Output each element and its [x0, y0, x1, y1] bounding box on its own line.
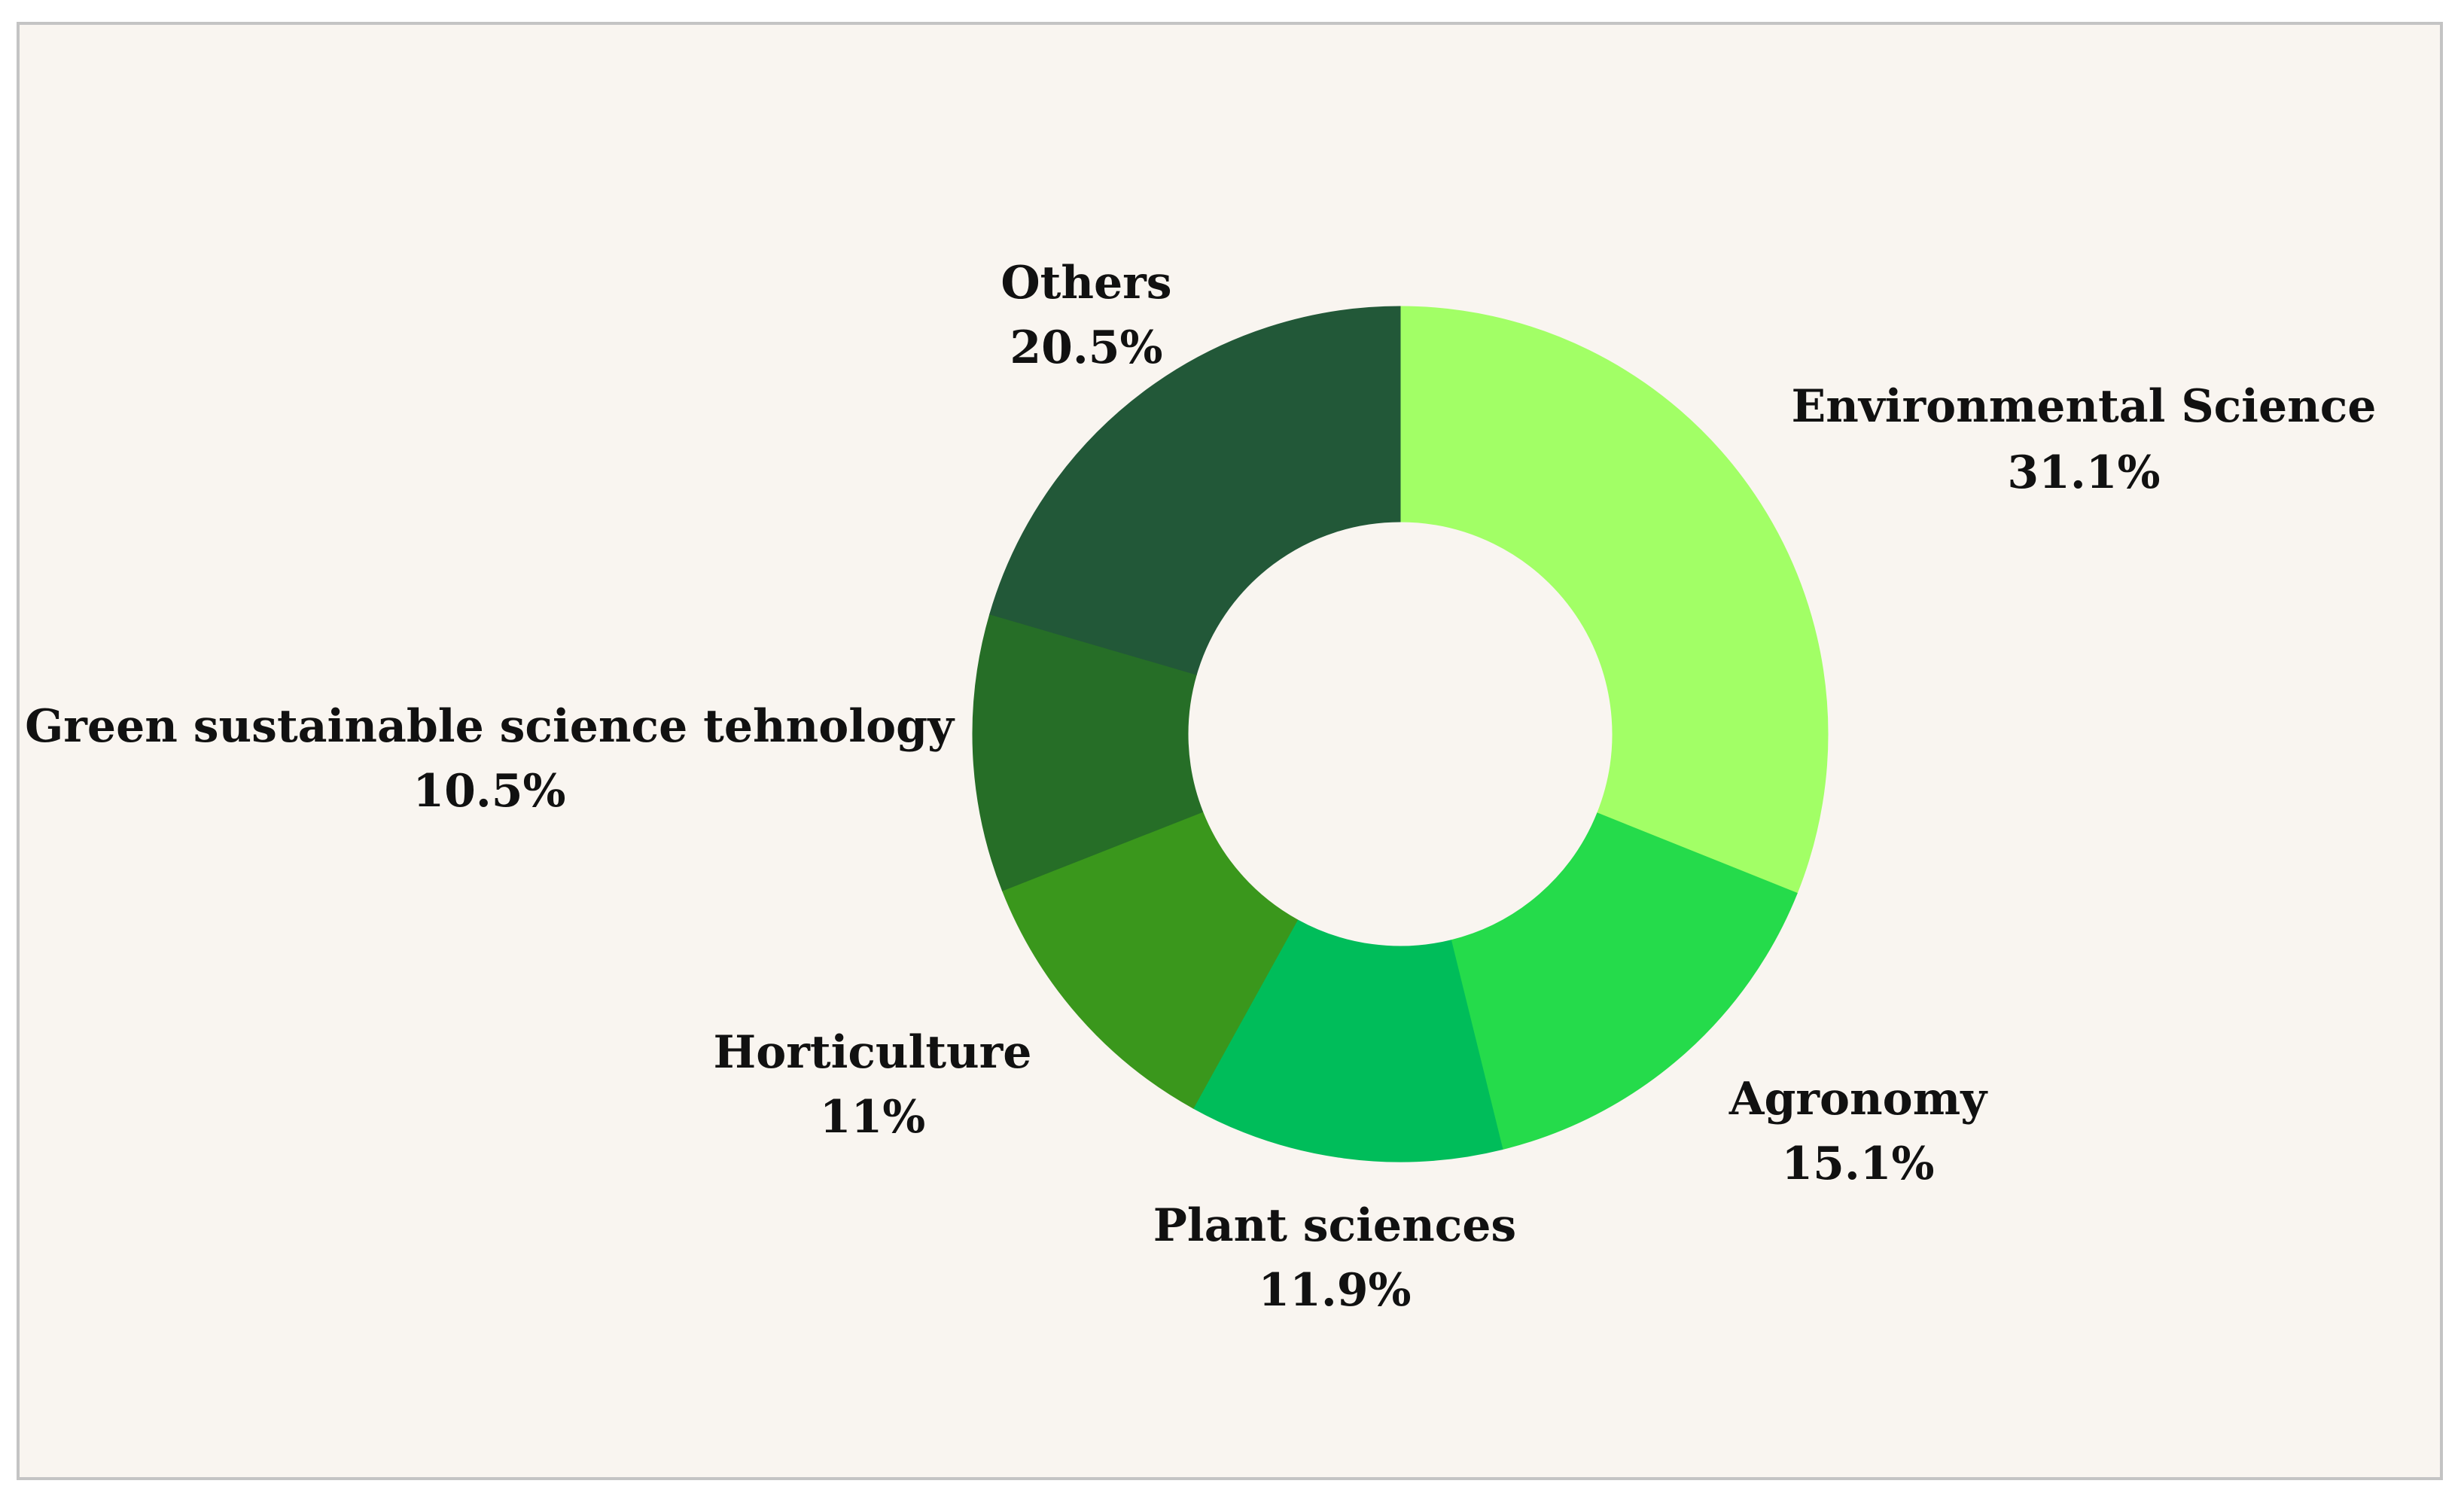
slice-value-agronomy: 15.1%	[1781, 1138, 1934, 1190]
slice-horticulture	[1001, 811, 1299, 1109]
slice-label-agronomy: Agronomy	[1728, 1073, 1988, 1126]
slices-group	[972, 306, 1829, 1162]
slice-label-plant-sciences: Plant sciences	[1153, 1199, 1516, 1252]
slice-label-green-sustainable-science-tehnology: Green sustainable science tehnology	[25, 700, 955, 753]
slice-label-others: Others	[1001, 257, 1171, 309]
slice-green-sustainable-science-tehnology	[972, 614, 1204, 891]
slice-value-plant-sciences: 11.9%	[1258, 1264, 1411, 1317]
slice-environmental-science	[1400, 306, 1829, 894]
chart-frame	[17, 22, 2443, 1480]
slice-label-horticulture: Horticulture	[714, 1026, 1032, 1079]
slice-agronomy	[1450, 812, 1798, 1150]
slice-label-environmental-science: Environmental Science	[1792, 380, 2377, 433]
slice-value-environmental-science: 31.1%	[2007, 446, 2160, 499]
slice-value-horticulture: 11%	[820, 1091, 926, 1144]
slice-others	[989, 306, 1401, 675]
slice-plant-sciences	[1192, 919, 1503, 1162]
slice-value-green-sustainable-science-tehnology: 10.5%	[413, 765, 565, 818]
slice-value-others: 20.5%	[1010, 321, 1162, 374]
